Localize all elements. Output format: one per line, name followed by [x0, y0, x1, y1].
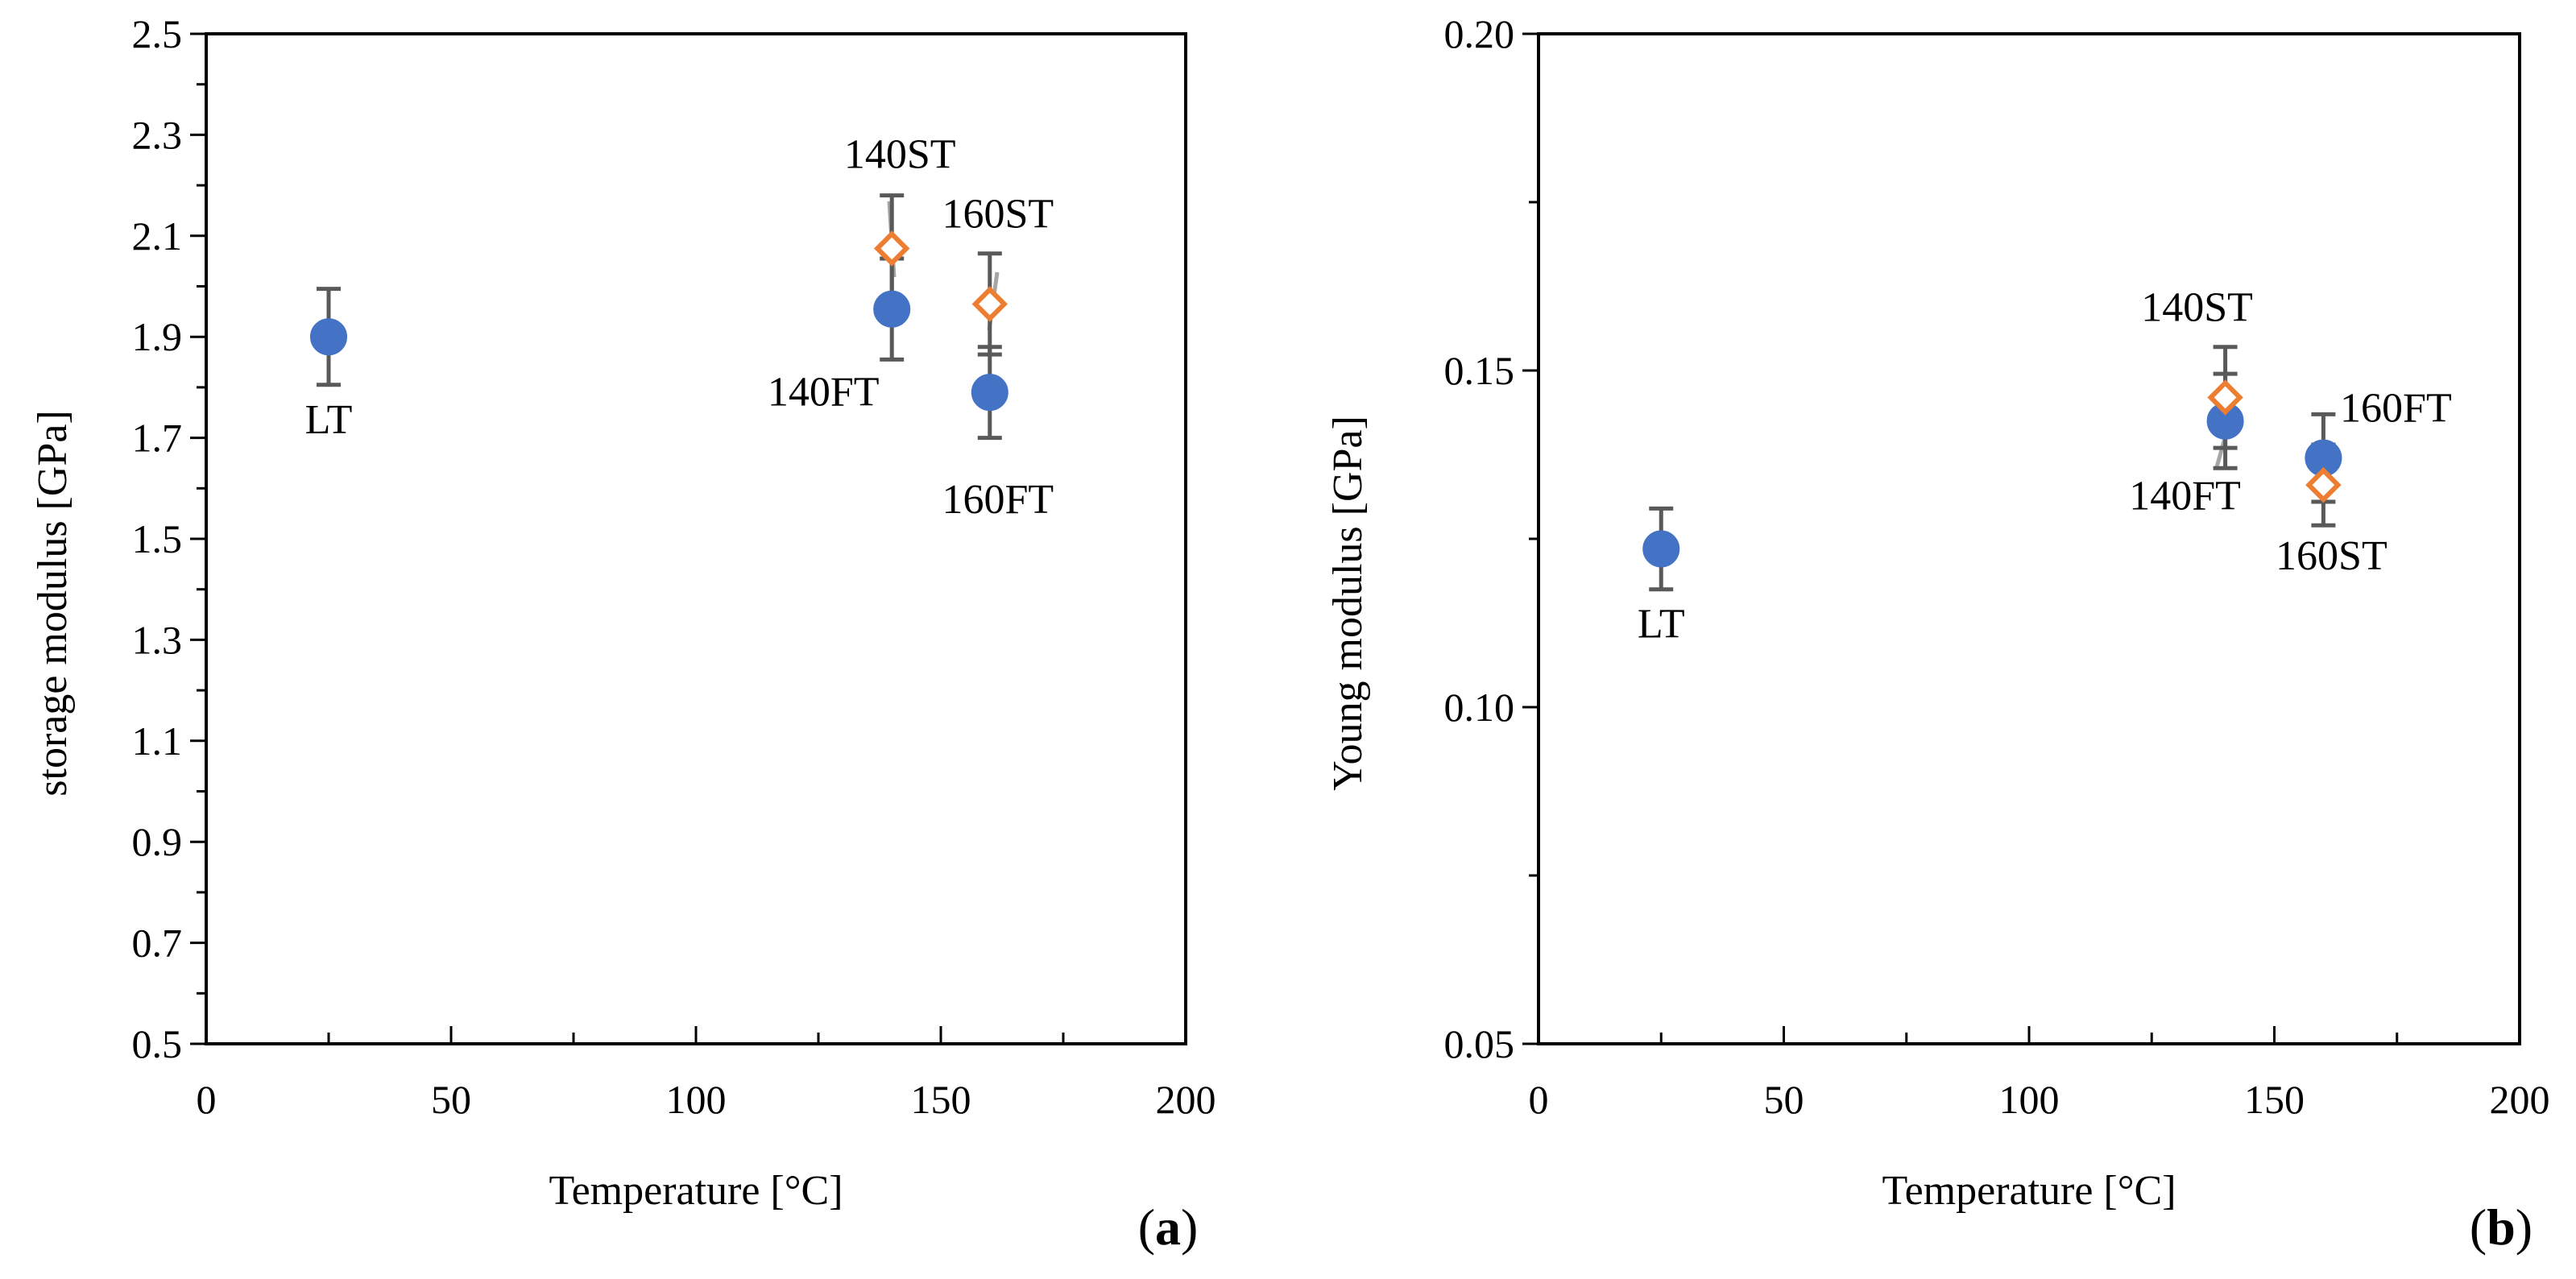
y-tick-label: 0.10 — [1444, 685, 1515, 730]
y-tick-label: 0.15 — [1444, 348, 1515, 393]
point-label-160FT: 160FT — [2340, 386, 2452, 432]
x-axis-title: Temperature [°C] — [1882, 1168, 2176, 1214]
point-label-LT: LT — [305, 397, 353, 443]
panel-b: 0 50 100 150 200 0.05 0.10 0.15 0.20 Temperature … — [1325, 11, 2550, 1256]
x-tick-label: 100 — [1999, 1077, 2060, 1122]
y-tick-label: 2.3 — [132, 112, 183, 157]
data-point-140ST — [2207, 379, 2243, 416]
y-tick-label: 1.9 — [132, 314, 183, 359]
y-axis-title: storage modulus [GPa] — [30, 410, 76, 796]
panel-label: (a) — [1138, 1198, 1199, 1256]
panel-label: (b) — [2470, 1198, 2533, 1256]
x-tick-label: 100 — [666, 1077, 727, 1122]
y-tick-label: 2.5 — [132, 11, 183, 56]
y-tick-label: 0.7 — [132, 921, 183, 966]
x-tick-label: 0 — [1529, 1077, 1549, 1122]
point-label-140ST: 140ST — [844, 131, 956, 177]
data-point-140FT — [873, 290, 911, 328]
y-tick-label: 0.9 — [132, 819, 183, 864]
x-tick-label: 150 — [2244, 1077, 2305, 1122]
y-tick-label: 1.1 — [132, 718, 183, 764]
data-point-140ST — [873, 230, 910, 267]
data-point-LT — [310, 318, 347, 356]
x-tick-label: 50 — [431, 1077, 471, 1122]
point-label-140ST: 140ST — [2141, 284, 2253, 330]
y-axis-title: Young modulus [GPa] — [1325, 416, 1371, 791]
y-tick-label: 0.20 — [1444, 11, 1515, 56]
panel-a: 0 50 100 150 200 0.5 0.7 0.9 1.1 1.3 1.5 1.7 1.9 2.1 2… — [30, 11, 1216, 1256]
y-tick-label: 1.7 — [132, 416, 183, 461]
point-label-160ST: 160ST — [2276, 533, 2388, 579]
y-tick-label: 1.5 — [132, 516, 183, 561]
y-tick-label: 0.5 — [132, 1021, 183, 1066]
point-label-160ST: 160ST — [942, 191, 1054, 237]
y-tick-label: 2.1 — [132, 213, 183, 259]
plot-frame — [205, 32, 1187, 1045]
x-tick-label: 150 — [911, 1077, 971, 1122]
y-tick-label: 0.05 — [1444, 1021, 1515, 1066]
point-label-160FT: 160FT — [942, 477, 1054, 523]
point-label-140FT: 140FT — [2129, 474, 2241, 519]
x-tick-label: 50 — [1764, 1077, 1804, 1122]
x-tick-label: 200 — [2490, 1077, 2550, 1122]
data-point-LT — [1642, 530, 1680, 568]
y-tick-label: 1.3 — [132, 617, 183, 662]
data-point-160FT — [971, 374, 1008, 412]
point-label-LT: LT — [1638, 602, 1685, 648]
x-tick-label: 200 — [1156, 1077, 1216, 1122]
point-label-140FT: 140FT — [768, 370, 880, 416]
data-point-160ST — [2305, 466, 2342, 503]
x-tick-label: 0 — [197, 1077, 217, 1122]
x-axis-title: Temperature [°C] — [549, 1168, 843, 1214]
data-point-160ST — [971, 286, 1008, 322]
